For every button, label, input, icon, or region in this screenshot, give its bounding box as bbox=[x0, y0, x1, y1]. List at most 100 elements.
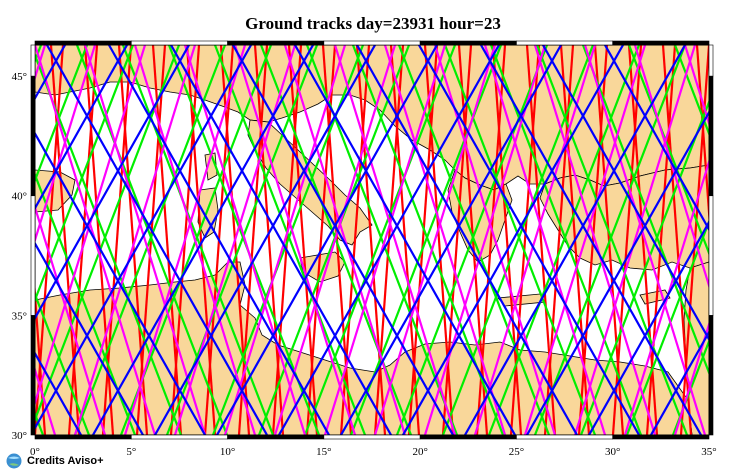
aviso-logo-icon bbox=[6, 453, 22, 469]
y-tick-label: 45° bbox=[12, 71, 27, 83]
ground-track-line bbox=[581, 45, 709, 376]
ground-track-line bbox=[713, 45, 746, 435]
ground-track-line bbox=[650, 329, 709, 435]
ground-track-line bbox=[173, 45, 297, 435]
y-tick-label: 40° bbox=[12, 191, 27, 203]
ground-track-line bbox=[92, 45, 314, 435]
ground-track-line bbox=[35, 45, 128, 211]
ground-track-line bbox=[170, 45, 392, 435]
x-tick-label: 25° bbox=[509, 446, 524, 458]
ground-track-line bbox=[489, 45, 643, 435]
ground-track-line bbox=[133, 45, 257, 435]
x-tick-label: 15° bbox=[316, 446, 331, 458]
ground-track-line bbox=[673, 45, 709, 137]
ground-track-line bbox=[695, 45, 709, 228]
frame-bar-segment bbox=[516, 40, 614, 46]
ground-track-line bbox=[583, 45, 707, 435]
frame-bar-segment bbox=[708, 315, 714, 436]
ground-track-line bbox=[509, 45, 541, 435]
land-north-africa bbox=[35, 261, 693, 435]
frame-bar-segment bbox=[30, 315, 36, 436]
frame-bar-segment bbox=[708, 44, 714, 77]
ground-track-line bbox=[46, 45, 268, 435]
x-tick-label: 0° bbox=[30, 446, 40, 458]
credit-text: Credits Aviso+ bbox=[27, 455, 104, 467]
frame-bar-segment bbox=[708, 75, 714, 197]
ground-track-line bbox=[407, 45, 439, 435]
ground-track-line bbox=[526, 110, 709, 435]
ground-track-line bbox=[35, 45, 252, 431]
ground-track-line bbox=[487, 45, 641, 435]
ground-track-line bbox=[123, 45, 247, 435]
ground-track-line bbox=[223, 45, 347, 435]
frame-bar-segment bbox=[227, 434, 325, 440]
ground-track-line bbox=[35, 45, 135, 303]
frame-bar-segment bbox=[612, 40, 710, 46]
ground-track-line bbox=[108, 45, 330, 435]
ground-track-line bbox=[35, 131, 206, 435]
ground-track-line bbox=[480, 45, 702, 435]
ground-track-line bbox=[294, 45, 516, 435]
ground-track-line bbox=[75, 45, 229, 435]
frame-bar-segment bbox=[323, 434, 421, 440]
ground-track-line bbox=[715, 45, 743, 435]
ground-track-line bbox=[35, 45, 190, 321]
ground-track-line bbox=[232, 45, 454, 435]
frame-bar-segment bbox=[708, 195, 714, 316]
ground-track-line bbox=[154, 45, 376, 435]
ground-track-line bbox=[573, 45, 697, 435]
frame-bars bbox=[30, 40, 714, 440]
ground-track-line bbox=[721, 45, 746, 435]
ground-track-line bbox=[333, 45, 457, 435]
ground-track-line bbox=[533, 45, 657, 435]
frame-bar-segment bbox=[323, 40, 421, 46]
ground-track-line bbox=[67, 45, 99, 435]
frame-bar-segment bbox=[130, 434, 228, 440]
ground-track-line bbox=[73, 45, 197, 435]
frame-bar-segment bbox=[419, 434, 517, 440]
ground-track-line bbox=[35, 45, 89, 184]
ground-track-line bbox=[121, 45, 275, 435]
x-tick-label: 10° bbox=[220, 446, 235, 458]
ground-track-line bbox=[73, 45, 227, 435]
x-tick-label: 5° bbox=[126, 446, 136, 458]
frame-bar-segment bbox=[30, 75, 36, 197]
ground-track-line bbox=[0, 45, 11, 435]
frame-bar-segment bbox=[612, 434, 710, 440]
ground-track-line bbox=[278, 45, 500, 435]
frame-bar-segment bbox=[34, 434, 132, 440]
x-tick-label: 30° bbox=[605, 446, 620, 458]
frame-bar-segment bbox=[34, 40, 132, 46]
ground-track-line bbox=[305, 45, 337, 435]
frame-bar-segment bbox=[419, 40, 517, 46]
ground-track-line bbox=[719, 45, 746, 435]
x-tick-label: 35° bbox=[701, 446, 716, 458]
ground-track-line bbox=[483, 45, 607, 435]
credit: Credits Aviso+ bbox=[4, 452, 104, 470]
ground-track-line bbox=[588, 220, 709, 435]
ground-track-line bbox=[1, 45, 29, 435]
ground-track-line bbox=[735, 45, 746, 435]
ground-track-line bbox=[183, 45, 307, 435]
y-tick-label: 35° bbox=[12, 310, 27, 322]
ground-track-line bbox=[83, 45, 207, 435]
tick-labels: 0° 5° 10° 15° 20° 25° 30° 35° 30° 35° 40° 45° bbox=[12, 71, 717, 458]
ground-track-line bbox=[633, 45, 709, 290]
ground-track-line bbox=[0, 45, 5, 435]
ground-track-line bbox=[303, 45, 457, 435]
ground-track-line bbox=[402, 45, 624, 435]
ground-track-line bbox=[625, 218, 709, 435]
ground-track-line bbox=[35, 171, 137, 435]
ground-track-line bbox=[283, 45, 407, 435]
ground-track-line bbox=[533, 45, 687, 435]
ground-track-line bbox=[535, 45, 689, 435]
ground-track-line bbox=[577, 45, 609, 435]
frame-bar-segment bbox=[30, 44, 36, 77]
ground-track-line bbox=[35, 291, 91, 435]
frame-bar-segment bbox=[30, 195, 36, 316]
ground-track-line bbox=[441, 45, 595, 435]
ground-track-line bbox=[216, 45, 438, 435]
map-title: Ground tracks day=23931 hour=23 bbox=[245, 14, 501, 33]
ground-track-line bbox=[35, 203, 107, 435]
